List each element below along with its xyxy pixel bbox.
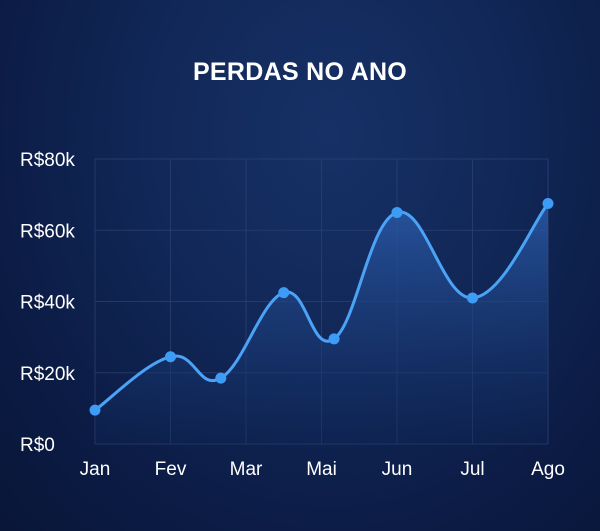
x-tick-label: Jul bbox=[460, 459, 484, 480]
area-fill bbox=[95, 203, 548, 444]
data-point bbox=[542, 198, 554, 210]
x-tick-label: Jan bbox=[80, 459, 111, 480]
y-tick-label: R$0 bbox=[20, 435, 55, 456]
y-tick-label: R$80k bbox=[20, 150, 75, 171]
y-tick-label: R$20k bbox=[20, 364, 75, 385]
data-point bbox=[215, 372, 227, 384]
area-fill-layer bbox=[95, 203, 548, 444]
data-point bbox=[89, 404, 101, 416]
series-line bbox=[93, 202, 550, 412]
data-point bbox=[328, 333, 340, 345]
points-layer bbox=[89, 198, 554, 416]
y-axis-ticks: R$0 R$20k R$40k R$60k R$80k bbox=[20, 150, 75, 456]
data-point bbox=[165, 351, 176, 363]
x-tick-label: Ago bbox=[531, 459, 565, 480]
x-tick-label: Mai bbox=[306, 459, 337, 480]
x-tick-label: Mar bbox=[230, 459, 263, 480]
data-point bbox=[278, 287, 290, 299]
line-layer bbox=[93, 202, 550, 412]
data-point bbox=[391, 206, 403, 218]
chart-title: PERDAS NO ANO bbox=[192, 58, 408, 86]
y-tick-label: R$40k bbox=[20, 293, 75, 314]
x-tick-label: Jun bbox=[382, 459, 413, 480]
y-tick-label: R$60k bbox=[20, 221, 75, 242]
data-point bbox=[467, 292, 478, 304]
x-axis-ticks: Jan Fev Mar Mai Jun Jul Ago bbox=[80, 459, 565, 480]
x-tick-label: Fev bbox=[155, 459, 187, 480]
